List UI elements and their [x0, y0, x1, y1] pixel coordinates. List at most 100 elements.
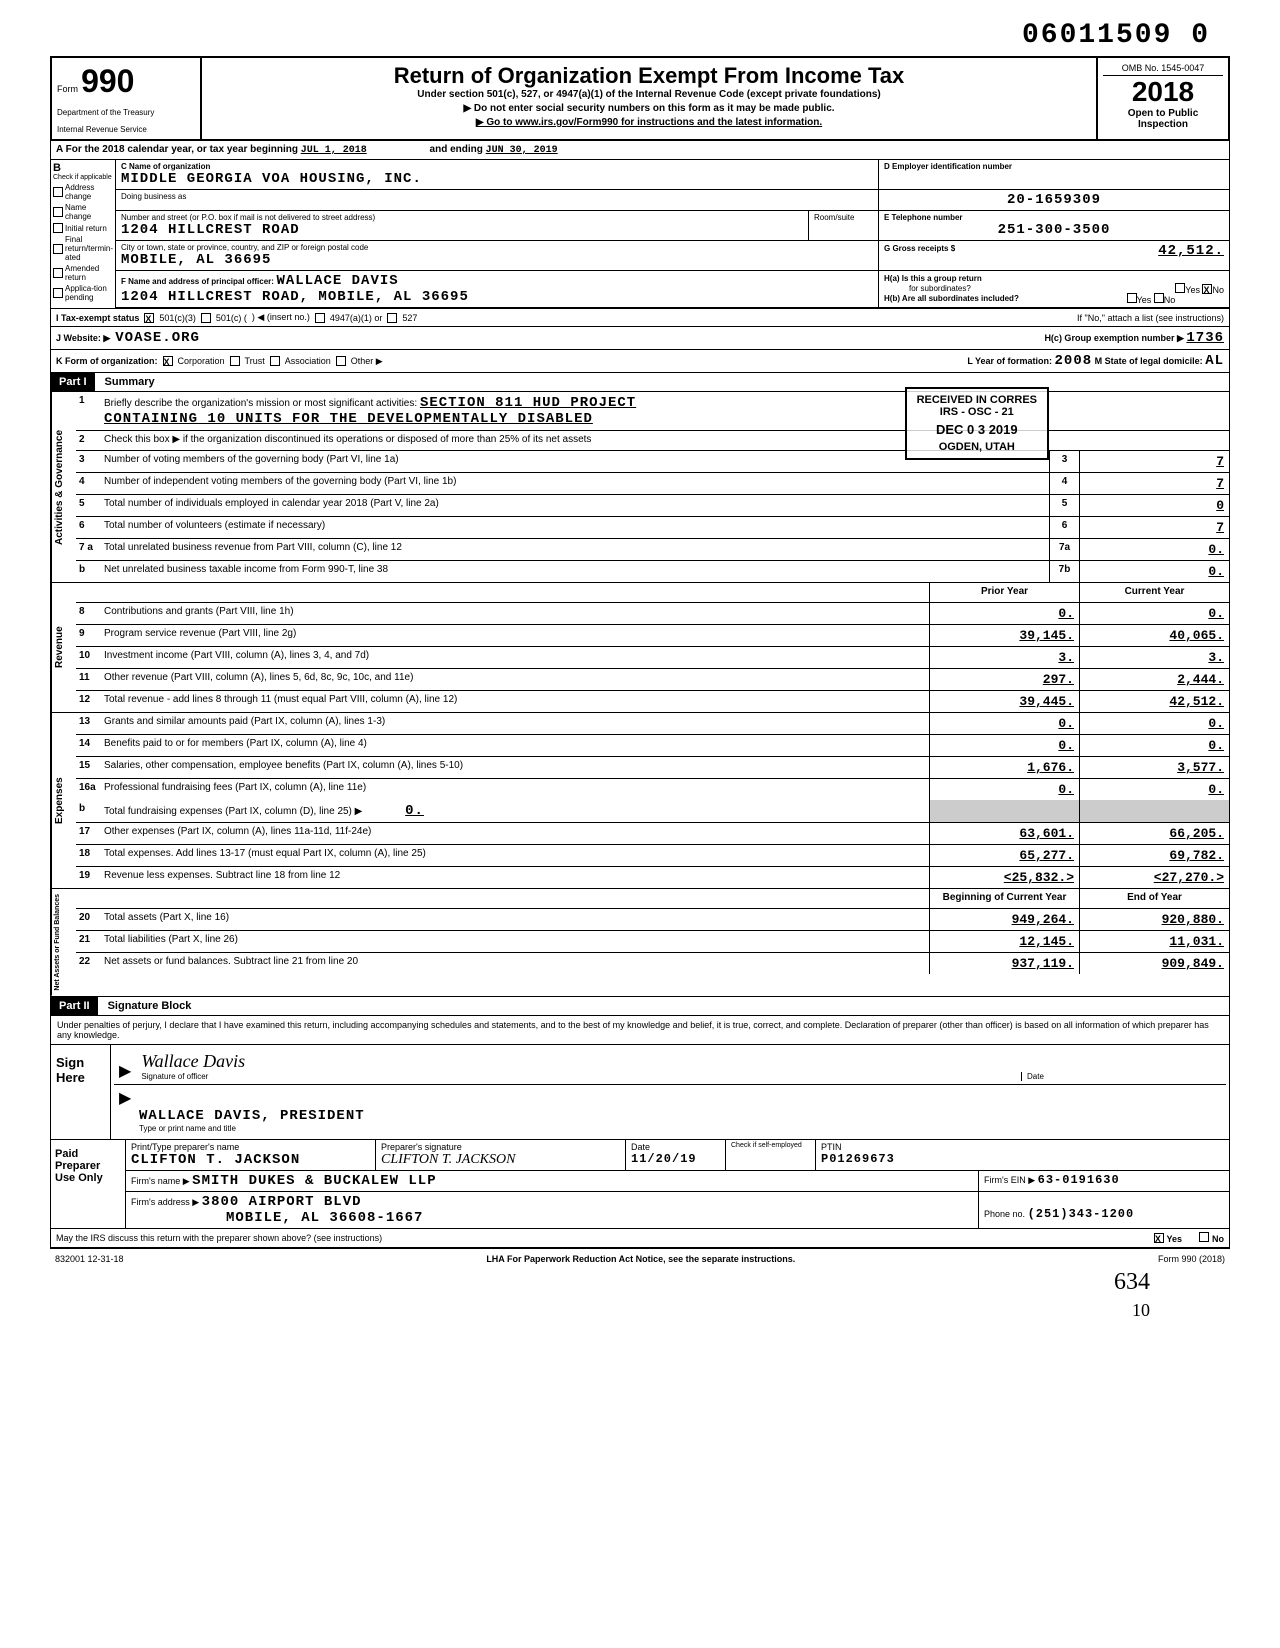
line-7b-num: b — [76, 561, 101, 582]
officer-printed-name: WALLACE DAVIS, PRESIDENT — [139, 1108, 1221, 1124]
summary-line-22: 22 Net assets or fund balances. Subtract… — [76, 953, 1229, 974]
officer-name: WALLACE DAVIS — [276, 273, 398, 289]
line-13-num: 13 — [76, 713, 101, 734]
checkbox-final-return[interactable] — [53, 244, 63, 254]
line-20-prior: 949,264. — [929, 909, 1079, 930]
part-2-title: Signature Block — [98, 1000, 192, 1012]
line-15-current: 3,577. — [1079, 757, 1229, 778]
line-17-prior: 63,601. — [929, 823, 1079, 844]
checkbox-discuss-yes[interactable] — [1154, 1233, 1164, 1243]
tax-year: 2018 — [1103, 76, 1223, 108]
checkbox-hb-yes[interactable] — [1127, 293, 1137, 303]
phone-value: 251-300-3500 — [884, 222, 1224, 238]
line-1-num: 1 — [76, 392, 101, 430]
line-16a-num: 16a — [76, 779, 101, 800]
firm-ein-label: Firm's EIN ▶ — [984, 1175, 1035, 1185]
hb-label: H(b) Are all subordinates included? — [884, 294, 1019, 303]
dept-treasury: Department of the Treasury — [57, 108, 195, 117]
checkbox-address-change[interactable] — [53, 187, 63, 197]
line-15-prior: 1,676. — [929, 757, 1079, 778]
line-k: K Form of organization: Corporation Trus… — [50, 350, 1230, 373]
line-j: J Website: ▶ VOASE.ORG H(c) Group exempt… — [50, 327, 1230, 350]
checkbox-application-pending[interactable] — [53, 288, 63, 298]
line-11-current: 2,444. — [1079, 669, 1229, 690]
stamp-line2: IRS - OSC - 21 — [917, 406, 1037, 418]
c-name-label: C Name of organization — [121, 162, 873, 171]
summary-line-16a: 16a Professional fundraising fees (Part … — [76, 779, 1229, 800]
checkbox-name-change[interactable] — [53, 207, 63, 217]
opt-trust: Trust — [245, 356, 265, 366]
ha-yes: Yes — [1185, 285, 1200, 295]
line-19-prior: <25,832.> — [929, 867, 1079, 888]
line-4-num: 4 — [76, 473, 101, 494]
line-6-box: 6 — [1049, 517, 1079, 538]
paid-preparer-label: Paid Preparer Use Only — [51, 1140, 126, 1228]
netassets-section: Net Assets or Fund Balances Beginning of… — [50, 889, 1230, 997]
line-16a-prior: 0. — [929, 779, 1079, 800]
stamp-date: DEC 0 3 2019 — [917, 422, 1037, 437]
line-8-prior: 0. — [929, 603, 1079, 624]
line-20-current: 920,880. — [1079, 909, 1229, 930]
summary-line-10: 10 Investment income (Part VIII, column … — [76, 647, 1229, 669]
hc-label: H(c) Group exemption number ▶ — [1044, 333, 1183, 343]
firm-addr1: 3800 AIRPORT BLVD — [202, 1194, 362, 1210]
checkbox-ha-yes[interactable] — [1175, 283, 1185, 293]
line-15-desc: Salaries, other compensation, employee b… — [101, 757, 929, 778]
line-19-num: 19 — [76, 867, 101, 888]
line-14-prior: 0. — [929, 735, 1079, 756]
checkbox-discuss-no[interactable] — [1199, 1232, 1209, 1242]
footer-form: Form 990 (2018) — [1158, 1254, 1225, 1264]
checkbox-501c[interactable] — [201, 313, 211, 323]
line-2-num: 2 — [76, 431, 101, 450]
checkbox-association[interactable] — [270, 356, 280, 366]
checkbox-corporation[interactable] — [163, 356, 173, 366]
label-final-return: Final return/termin-ated — [65, 235, 113, 262]
hb-yes: Yes — [1137, 295, 1152, 305]
m-value: AL — [1205, 353, 1224, 369]
line-21-current: 11,031. — [1079, 931, 1229, 952]
line-3-val: 7 — [1079, 451, 1229, 472]
line-13-prior: 0. — [929, 713, 1079, 734]
line-8-desc: Contributions and grants (Part VIII, lin… — [101, 603, 929, 624]
line-j-label: J Website: ▶ — [56, 333, 110, 344]
prep-phone: (251)343-1200 — [1028, 1207, 1135, 1221]
line-17-num: 17 — [76, 823, 101, 844]
checkbox-initial-return[interactable] — [53, 223, 63, 233]
line-21-desc: Total liabilities (Part X, line 26) — [101, 931, 929, 952]
line-12-num: 12 — [76, 691, 101, 712]
checkbox-trust[interactable] — [230, 356, 240, 366]
summary-line-21: 21 Total liabilities (Part X, line 26) 1… — [76, 931, 1229, 953]
line-10-num: 10 — [76, 647, 101, 668]
checkbox-4947[interactable] — [315, 313, 325, 323]
line-7b-desc: Net unrelated business taxable income fr… — [101, 561, 1049, 582]
checkbox-other[interactable] — [336, 356, 346, 366]
officer-signature: Wallace Davis — [141, 1051, 1021, 1072]
preparer-section: Paid Preparer Use Only Print/Type prepar… — [50, 1140, 1230, 1229]
received-stamp: RECEIVED IN CORRES IRS - OSC - 21 DEC 0 … — [905, 387, 1049, 460]
prep-phone-label: Phone no. — [984, 1209, 1025, 1219]
line-5-box: 5 — [1049, 495, 1079, 516]
line-13-desc: Grants and similar amounts paid (Part IX… — [101, 713, 929, 734]
line-8-num: 8 — [76, 603, 101, 624]
checkbox-amended[interactable] — [53, 268, 63, 278]
inspection-label-1: Open to Public — [1103, 108, 1223, 119]
line-1-val: SECTION 811 HUD PROJECT — [420, 395, 636, 411]
h-note: If "No," attach a list (see instructions… — [1077, 313, 1224, 323]
line-i: I Tax-exempt status 501(c)(3) 501(c) ( )… — [50, 309, 1230, 327]
label-name-change: Name change — [65, 203, 113, 221]
checkbox-501c3[interactable] — [144, 313, 154, 323]
line-22-prior: 937,119. — [929, 953, 1079, 974]
opt-501c3: 501(c)(3) — [159, 313, 196, 323]
opt-4947: 4947(a)(1) or — [330, 313, 383, 323]
hc-value: 1736 — [1186, 330, 1224, 346]
summary-line-12: 12 Total revenue - add lines 8 through 1… — [76, 691, 1229, 712]
sign-here-label: Sign Here — [51, 1045, 111, 1139]
opt-other: Other ▶ — [351, 356, 383, 367]
checkbox-hb-no[interactable] — [1154, 293, 1164, 303]
checkbox-ha-no[interactable] — [1202, 284, 1212, 294]
line-a-prefix: A For the 2018 calendar year, or tax yea… — [56, 144, 298, 155]
sig-of-officer-label: Signature of officer — [141, 1072, 1021, 1081]
checkbox-527[interactable] — [387, 313, 397, 323]
revenue-vert-label: Revenue — [51, 583, 76, 712]
part-1-title: Summary — [95, 376, 155, 388]
